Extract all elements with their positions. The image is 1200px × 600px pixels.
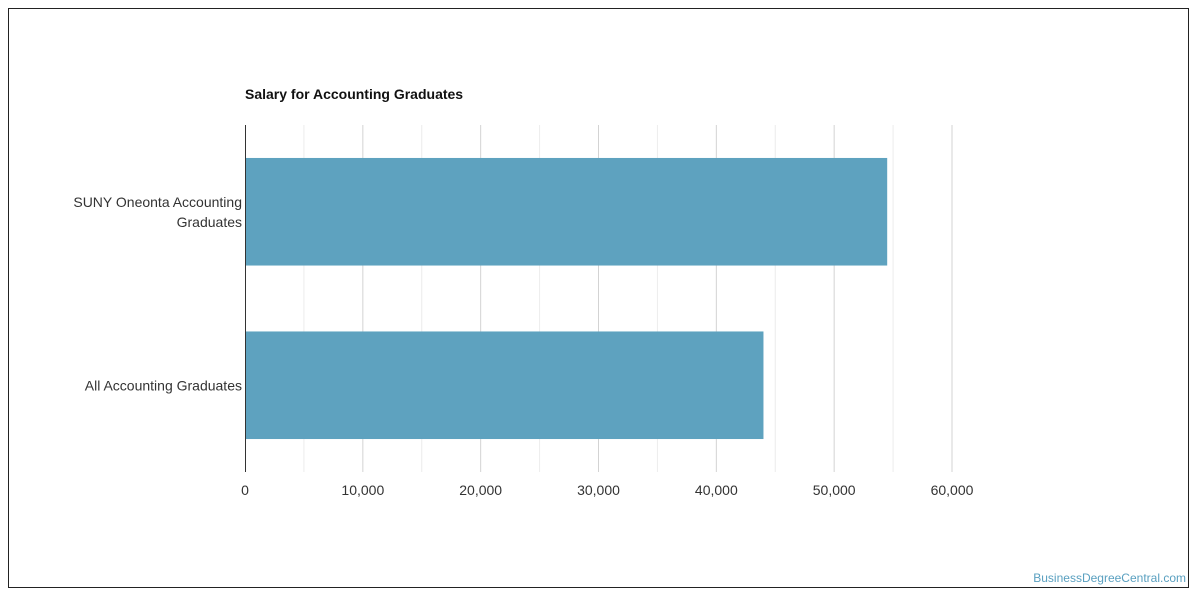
- category-label: All Accounting Graduates: [85, 377, 242, 393]
- watermark[interactable]: BusinessDegreeCentral.com: [1033, 571, 1186, 585]
- category-label-line: Graduates: [177, 214, 242, 230]
- x-tick-label: 60,000: [931, 482, 974, 498]
- bar[interactable]: [245, 331, 764, 440]
- category-label: SUNY Oneonta Accounting Graduates: [73, 194, 242, 230]
- bar-layer: [245, 157, 888, 440]
- x-tick-label: 50,000: [813, 482, 856, 498]
- x-tick-label: 10,000: [341, 482, 384, 498]
- bar[interactable]: [245, 157, 888, 266]
- chart-title: Salary for Accounting Graduates: [245, 86, 464, 102]
- category-label-line: SUNY Oneonta Accounting: [73, 194, 242, 210]
- x-tick-label: 0: [241, 482, 249, 498]
- category-label-line: All Accounting Graduates: [85, 377, 242, 393]
- x-tick-label: 30,000: [577, 482, 620, 498]
- x-tick-label: 40,000: [695, 482, 738, 498]
- x-tick-label: 20,000: [459, 482, 502, 498]
- label-layer: 0 10,000 20,000 30,000 40,000 50,000 60,000 SUN…: [73, 194, 973, 498]
